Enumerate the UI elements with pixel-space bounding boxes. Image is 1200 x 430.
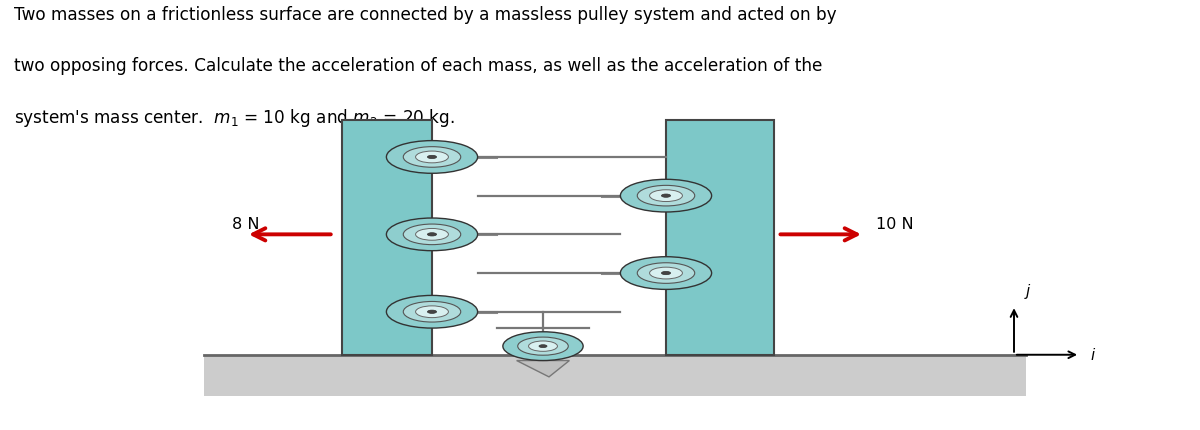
Circle shape [503,332,583,360]
Circle shape [620,257,712,289]
Text: $m_1$: $m_1$ [373,264,401,282]
Circle shape [415,306,449,318]
Circle shape [637,185,695,206]
Text: 8 N: 8 N [233,217,260,232]
Circle shape [386,295,478,328]
Circle shape [415,228,449,240]
Circle shape [649,190,683,202]
Circle shape [620,179,712,212]
Circle shape [517,337,569,355]
Text: $i$: $i$ [1090,347,1096,363]
Circle shape [403,147,461,167]
Circle shape [661,271,671,275]
Circle shape [415,151,449,163]
Polygon shape [517,360,570,377]
Bar [666,120,774,355]
Circle shape [637,263,695,283]
Circle shape [386,218,478,251]
Circle shape [386,141,478,173]
Circle shape [427,310,437,313]
Text: $m_2$: $m_2$ [707,264,733,282]
Bar [204,355,1026,396]
Circle shape [403,301,461,322]
Text: two opposing forces. Calculate the acceleration of each mass, as well as the acc: two opposing forces. Calculate the accel… [14,57,823,75]
Circle shape [649,267,683,279]
Text: system's mass center.  $m_1$ = 10 kg and $m_2$ = 20 kg.: system's mass center. $m_1$ = 10 kg and … [14,107,455,129]
Circle shape [403,224,461,245]
Circle shape [427,155,437,159]
Bar [342,120,432,355]
Circle shape [539,345,547,347]
Circle shape [661,194,671,197]
Text: Two masses on a frictionless surface are connected by a massless pulley system a: Two masses on a frictionless surface are… [14,6,838,25]
Text: 10 N: 10 N [876,217,913,232]
Circle shape [528,341,558,351]
Circle shape [427,233,437,236]
Text: $j$: $j$ [1024,282,1032,301]
